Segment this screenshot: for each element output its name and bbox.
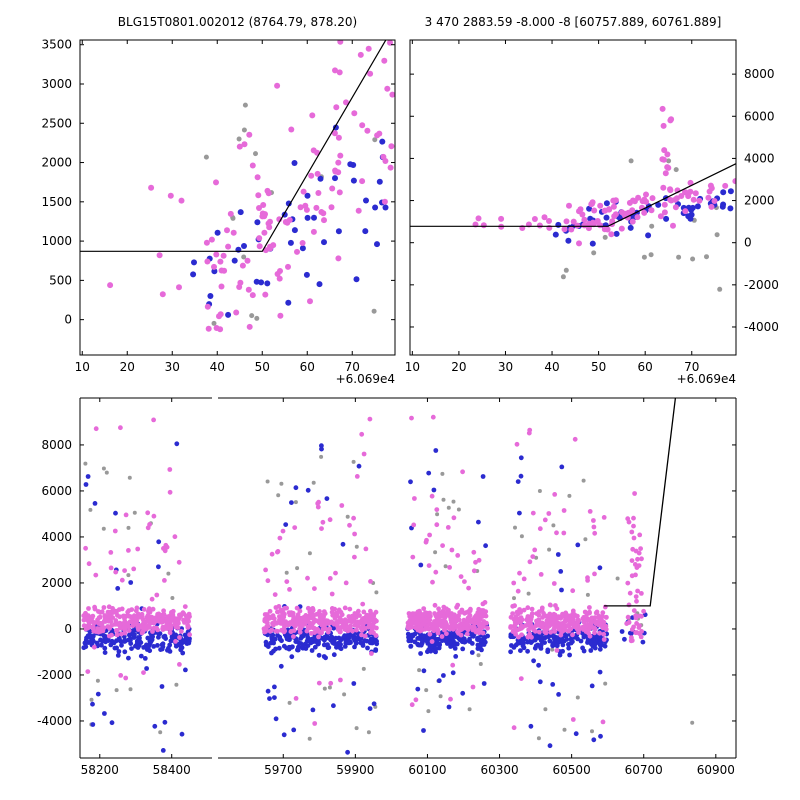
- svg-text:10: 10: [75, 360, 90, 374]
- svg-text:60: 60: [638, 360, 653, 374]
- svg-text:1000: 1000: [41, 234, 72, 248]
- svg-text:0: 0: [64, 622, 72, 636]
- svg-text:10: 10: [405, 360, 420, 374]
- svg-text:8000: 8000: [744, 67, 775, 81]
- svg-text:4000: 4000: [744, 151, 775, 165]
- svg-text:2000: 2000: [744, 194, 775, 208]
- svg-text:20: 20: [120, 360, 135, 374]
- svg-text:3500: 3500: [41, 38, 72, 52]
- svg-text:59700: 59700: [264, 763, 302, 777]
- svg-text:500: 500: [49, 273, 72, 287]
- svg-text:50: 50: [591, 360, 606, 374]
- panel-a-series-gray: [203, 102, 378, 326]
- panel-a-x-offset-label: +6.069e4: [335, 372, 395, 386]
- svg-text:8000: 8000: [41, 438, 72, 452]
- panel-b-plot-area: [410, 105, 736, 292]
- svg-text:60: 60: [300, 360, 315, 374]
- svg-text:-4000: -4000: [37, 714, 72, 728]
- svg-text:4000: 4000: [41, 530, 72, 544]
- svg-text:60300: 60300: [480, 763, 518, 777]
- panel-c-plot-area: [81, 398, 695, 755]
- svg-text:6000: 6000: [744, 109, 775, 123]
- panel-b-title: 3 470 2883.59 -8.000 -8 [60757.889, 6076…: [424, 15, 722, 29]
- svg-text:20: 20: [451, 360, 466, 374]
- panel-a-tick-labels: 10 20 30 40 50 60 70 0 500 1000 1500 2000 2500 3000 35…: [41, 38, 359, 374]
- svg-text:3000: 3000: [41, 77, 72, 91]
- panel-c-series-blue: [81, 441, 648, 755]
- panel-a-ticks: [80, 40, 395, 355]
- panel-a-frame: [79, 39, 396, 356]
- svg-text:58200: 58200: [81, 763, 119, 777]
- svg-text:40: 40: [210, 360, 225, 374]
- svg-text:70: 70: [684, 360, 699, 374]
- panel-a-model-line: [80, 40, 387, 252]
- panel-a-series-violet: [107, 40, 395, 333]
- panel-a-plot-area: [80, 40, 395, 333]
- svg-text:0: 0: [64, 313, 72, 327]
- svg-text:60700: 60700: [625, 763, 663, 777]
- panel-c-frame: [79, 397, 737, 759]
- svg-text:30: 30: [165, 360, 180, 374]
- panel-a-title: BLG15T0801.002012 (8764.79, 878.20): [117, 15, 358, 29]
- panel-c-tick-labels: 58200 58400 59700 59900 60100 60300 60500 60700…: [37, 438, 735, 777]
- panel-c-series-violet: [81, 414, 646, 731]
- svg-text:-4000: -4000: [744, 320, 779, 334]
- svg-text:-2000: -2000: [37, 668, 72, 682]
- svg-text:40: 40: [544, 360, 559, 374]
- svg-text:60500: 60500: [553, 763, 591, 777]
- svg-text:59900: 59900: [336, 763, 374, 777]
- panel-b-tick-labels: 10 20 30 40 50 60 70 -4000 -2000 0 2000 4000 6000 800…: [405, 67, 779, 374]
- svg-text:2000: 2000: [41, 156, 72, 170]
- svg-text:50: 50: [255, 360, 270, 374]
- svg-text:60100: 60100: [408, 763, 446, 777]
- panel-b-model-line: [410, 163, 736, 227]
- svg-text:2000: 2000: [41, 576, 72, 590]
- svg-text:60900: 60900: [697, 763, 735, 777]
- panel-c-model-line: [604, 398, 677, 607]
- panel-b-x-offset-label: +6.069e4: [676, 372, 736, 386]
- svg-text:2500: 2500: [41, 116, 72, 130]
- svg-text:6000: 6000: [41, 484, 72, 498]
- svg-text:30: 30: [498, 360, 513, 374]
- svg-text:0: 0: [744, 236, 752, 250]
- panel-c-ticks: [80, 398, 736, 758]
- svg-text:58400: 58400: [153, 763, 191, 777]
- panel-b-frame: [409, 39, 737, 356]
- panel-b-ticks: [410, 40, 736, 355]
- svg-text:1500: 1500: [41, 195, 72, 209]
- svg-text:70: 70: [345, 360, 360, 374]
- panel-c-series-gray: [83, 454, 695, 741]
- svg-text:-2000: -2000: [744, 278, 779, 292]
